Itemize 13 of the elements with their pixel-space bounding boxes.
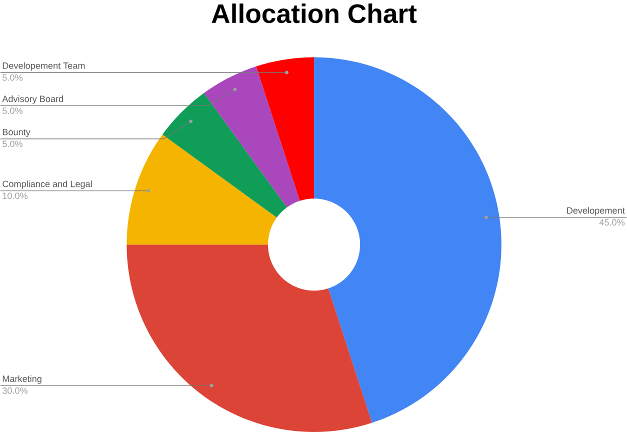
slice-label: Marketing [2,375,42,384]
slice-label: Developement Team [2,62,85,71]
data-label: 5.0% [2,140,22,148]
data-label: 30.0% [2,387,28,394]
data-label: 45.0% [599,219,625,226]
data-label: 10.0% [2,192,28,199]
chart-title: Allocation Chart [212,4,417,24]
slice-label: Compliance and Legal [2,180,92,189]
slice-label: Advisory Board [2,95,64,104]
slice-label: Developement [567,207,625,216]
data-label: 5.0% [2,108,22,114]
slice-label: Bounty [2,128,30,138]
data-label: 5.0% [2,74,22,81]
